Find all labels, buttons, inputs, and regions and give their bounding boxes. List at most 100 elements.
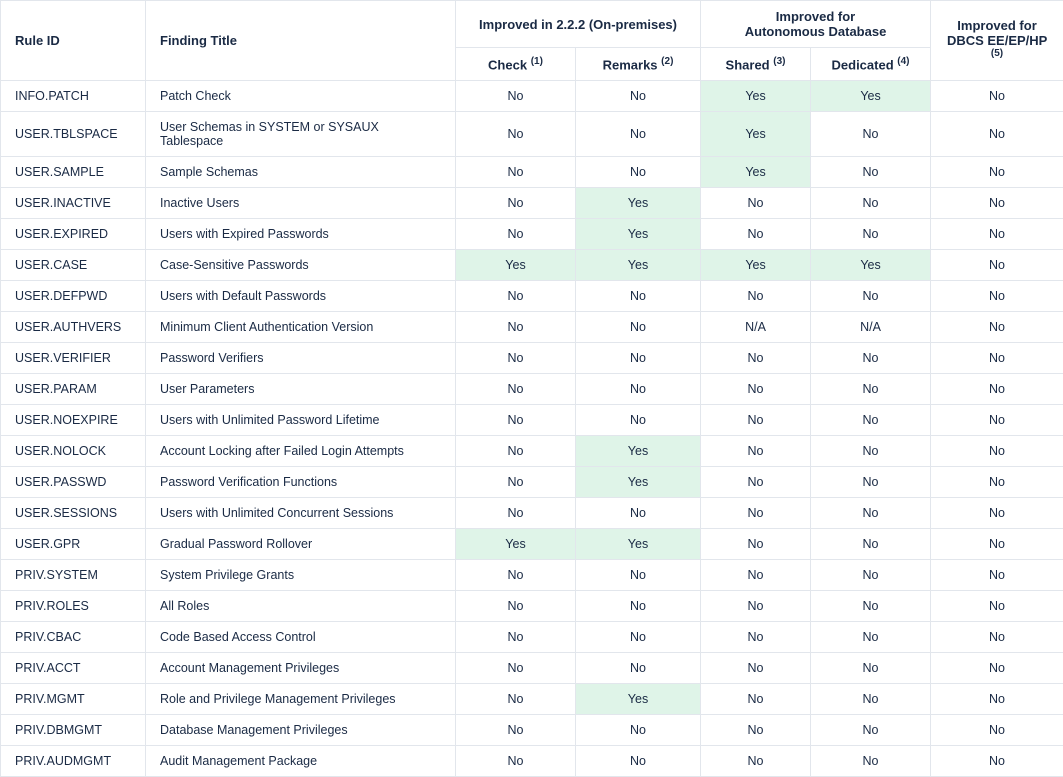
cell-finding-title: User Parameters <box>146 374 456 405</box>
cell-rule-id: USER.VERIFIER <box>1 343 146 374</box>
cell-rule-id: INFO.PATCH <box>1 81 146 112</box>
cell-dbcs: No <box>931 498 1063 529</box>
cell-dbcs: No <box>931 622 1063 653</box>
table-row: USER.EXPIREDUsers with Expired Passwords… <box>1 219 1063 250</box>
cell-dedicated: No <box>811 157 931 188</box>
table-row: USER.AUTHVERSMinimum Client Authenticati… <box>1 312 1063 343</box>
cell-check: No <box>456 343 576 374</box>
cell-dedicated: No <box>811 467 931 498</box>
cell-dbcs: No <box>931 591 1063 622</box>
cell-remarks: Yes <box>576 684 701 715</box>
cell-rule-id: USER.TBLSPACE <box>1 112 146 157</box>
table-row: PRIV.MGMTRole and Privilege Management P… <box>1 684 1063 715</box>
cell-dbcs: No <box>931 81 1063 112</box>
cell-dedicated: No <box>811 746 931 777</box>
cell-dbcs: No <box>931 250 1063 281</box>
table-body: INFO.PATCHPatch CheckNoNoYesYesNoUSER.TB… <box>1 81 1063 777</box>
cell-rule-id: USER.SESSIONS <box>1 498 146 529</box>
cell-shared: No <box>701 219 811 250</box>
cell-dedicated: Yes <box>811 250 931 281</box>
cell-rule-id: USER.AUTHVERS <box>1 312 146 343</box>
cell-rule-id: PRIV.SYSTEM <box>1 560 146 591</box>
table-row: USER.GPRGradual Password RolloverYesYesN… <box>1 529 1063 560</box>
cell-rule-id: PRIV.ROLES <box>1 591 146 622</box>
cell-check: No <box>456 653 576 684</box>
cell-finding-title: User Schemas in SYSTEM or SYSAUX Tablesp… <box>146 112 456 157</box>
table-row: USER.VERIFIERPassword VerifiersNoNoNoNoN… <box>1 343 1063 374</box>
cell-finding-title: Gradual Password Rollover <box>146 529 456 560</box>
cell-rule-id: USER.PASSWD <box>1 467 146 498</box>
cell-finding-title: Patch Check <box>146 81 456 112</box>
cell-shared: N/A <box>701 312 811 343</box>
cell-shared: No <box>701 653 811 684</box>
findings-table: Rule ID Finding Title Improved in 2.2.2 … <box>0 0 1063 777</box>
table-row: USER.NOEXPIREUsers with Unlimited Passwo… <box>1 405 1063 436</box>
col-header-remarks-sup: (2) <box>661 56 673 67</box>
cell-shared: No <box>701 374 811 405</box>
cell-dedicated: No <box>811 560 931 591</box>
col-header-check: Check (1) <box>456 48 576 81</box>
cell-dedicated: No <box>811 529 931 560</box>
cell-dedicated: No <box>811 405 931 436</box>
cell-rule-id: USER.NOEXPIRE <box>1 405 146 436</box>
cell-rule-id: USER.SAMPLE <box>1 157 146 188</box>
cell-check: No <box>456 405 576 436</box>
cell-finding-title: Database Management Privileges <box>146 715 456 746</box>
cell-dedicated: No <box>811 684 931 715</box>
cell-dbcs: No <box>931 684 1063 715</box>
cell-rule-id: USER.EXPIRED <box>1 219 146 250</box>
cell-dbcs: No <box>931 112 1063 157</box>
cell-dedicated: No <box>811 498 931 529</box>
cell-remarks: Yes <box>576 250 701 281</box>
cell-remarks: No <box>576 112 701 157</box>
cell-remarks: Yes <box>576 188 701 219</box>
cell-shared: No <box>701 591 811 622</box>
cell-dedicated: No <box>811 374 931 405</box>
table-row: USER.INACTIVEInactive UsersNoYesNoNoNo <box>1 188 1063 219</box>
table-row: PRIV.ROLESAll RolesNoNoNoNoNo <box>1 591 1063 622</box>
cell-check: No <box>456 81 576 112</box>
table-row: PRIV.AUDMGMTAudit Management PackageNoNo… <box>1 746 1063 777</box>
cell-finding-title: Password Verifiers <box>146 343 456 374</box>
cell-dedicated: No <box>811 281 931 312</box>
cell-remarks: No <box>576 653 701 684</box>
cell-remarks: No <box>576 343 701 374</box>
cell-finding-title: Password Verification Functions <box>146 467 456 498</box>
cell-dedicated: No <box>811 343 931 374</box>
col-header-shared-sup: (3) <box>773 56 785 67</box>
cell-finding-title: Case-Sensitive Passwords <box>146 250 456 281</box>
cell-shared: No <box>701 343 811 374</box>
col-header-dbcs: Improved for DBCS EE/EP/HP (5) <box>931 1 1063 81</box>
cell-shared: Yes <box>701 112 811 157</box>
cell-rule-id: USER.PARAM <box>1 374 146 405</box>
cell-dbcs: No <box>931 436 1063 467</box>
cell-shared: No <box>701 560 811 591</box>
table-row: PRIV.SYSTEMSystem Privilege GrantsNoNoNo… <box>1 560 1063 591</box>
table-row: USER.DEFPWDUsers with Default PasswordsN… <box>1 281 1063 312</box>
col-header-dbcs-sup: (5) <box>991 48 1003 59</box>
cell-dedicated: No <box>811 112 931 157</box>
table-row: PRIV.DBMGMTDatabase Management Privilege… <box>1 715 1063 746</box>
cell-finding-title: Minimum Client Authentication Version <box>146 312 456 343</box>
cell-dbcs: No <box>931 157 1063 188</box>
cell-finding-title: Role and Privilege Management Privileges <box>146 684 456 715</box>
cell-shared: No <box>701 746 811 777</box>
cell-remarks: Yes <box>576 436 701 467</box>
col-header-finding-title: Finding Title <box>146 1 456 81</box>
table-row: USER.NOLOCKAccount Locking after Failed … <box>1 436 1063 467</box>
cell-dbcs: No <box>931 343 1063 374</box>
cell-dedicated: No <box>811 622 931 653</box>
table-row: INFO.PATCHPatch CheckNoNoYesYesNo <box>1 81 1063 112</box>
cell-remarks: No <box>576 560 701 591</box>
cell-check: No <box>456 157 576 188</box>
cell-check: No <box>456 746 576 777</box>
cell-remarks: No <box>576 591 701 622</box>
cell-rule-id: USER.INACTIVE <box>1 188 146 219</box>
col-group-adb-l2: Autonomous Database <box>745 24 887 39</box>
cell-finding-title: Sample Schemas <box>146 157 456 188</box>
cell-dbcs: No <box>931 529 1063 560</box>
cell-finding-title: Account Locking after Failed Login Attem… <box>146 436 456 467</box>
cell-shared: No <box>701 715 811 746</box>
cell-shared: No <box>701 529 811 560</box>
cell-finding-title: All Roles <box>146 591 456 622</box>
